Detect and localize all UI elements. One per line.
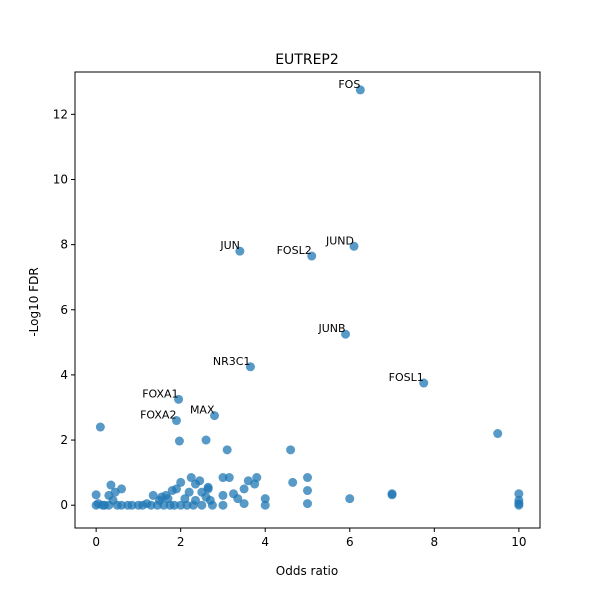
point-annotation: FOSL1 xyxy=(389,371,424,384)
data-point xyxy=(176,500,186,510)
data-point xyxy=(307,251,317,261)
data-point xyxy=(184,487,194,497)
point-annotation: FOSL2 xyxy=(277,244,312,257)
x-tick-label: 0 xyxy=(92,535,100,549)
data-point xyxy=(146,500,156,510)
data-point xyxy=(117,500,126,510)
point-annotation: JUND xyxy=(325,234,354,247)
point-annotation: FOXA2 xyxy=(140,409,176,422)
data-point xyxy=(260,494,270,504)
data-point xyxy=(148,490,158,500)
plot-area: 0 2 4 6 8 10 0 2 4 6 8 10 12 FOS JUN FOSL2 JUND JUNB NR3C1… xyxy=(53,78,527,549)
data-point xyxy=(171,416,181,426)
data-point xyxy=(117,484,126,494)
data-point xyxy=(201,435,211,445)
point-annotation: FOXA1 xyxy=(142,387,178,400)
data-point xyxy=(303,499,312,509)
data-point xyxy=(171,484,181,494)
data-point xyxy=(387,490,397,500)
data-point xyxy=(303,473,312,483)
data-point xyxy=(218,490,228,500)
data-point xyxy=(190,495,200,505)
data-point xyxy=(239,499,249,509)
data-point xyxy=(152,500,162,510)
data-point xyxy=(260,500,270,510)
data-point xyxy=(233,494,243,504)
data-point xyxy=(493,429,503,439)
point-annotation: NR3C1 xyxy=(213,355,251,368)
data-point xyxy=(95,422,105,432)
x-tick-label: 10 xyxy=(511,535,526,549)
data-point xyxy=(174,436,184,446)
data-point xyxy=(174,394,184,404)
data-point xyxy=(203,484,213,494)
data-point xyxy=(345,494,355,504)
y-tick-label: 6 xyxy=(60,303,68,317)
y-tick-label: 0 xyxy=(60,498,68,512)
data-point xyxy=(286,445,296,455)
data-point xyxy=(163,494,173,504)
y-tick-label: 4 xyxy=(60,368,68,382)
point-annotation: JUNB xyxy=(317,322,345,335)
data-point xyxy=(218,473,228,483)
y-tick-label: 10 xyxy=(53,172,68,186)
data-point xyxy=(104,500,114,510)
data-point xyxy=(127,500,137,510)
data-point xyxy=(97,500,107,510)
data-point xyxy=(210,411,219,421)
data-point xyxy=(186,473,196,483)
data-point xyxy=(169,500,179,510)
data-point xyxy=(245,362,255,372)
data-point xyxy=(207,500,217,510)
data-point xyxy=(235,246,245,256)
data-point xyxy=(419,378,429,388)
data-point xyxy=(514,500,524,510)
data-point xyxy=(303,486,312,496)
y-axis-label: -Log10 FDR xyxy=(27,267,41,336)
data-point xyxy=(195,476,205,486)
data-point xyxy=(197,500,207,510)
x-tick-label: 4 xyxy=(261,535,269,549)
x-tick-label: 2 xyxy=(177,535,185,549)
data-point xyxy=(341,329,351,339)
chart-title: EUTREP2 xyxy=(275,52,339,68)
data-point xyxy=(91,490,101,500)
data-point xyxy=(182,500,192,510)
data-point xyxy=(176,477,186,487)
data-point xyxy=(222,445,232,455)
point-annotation: MAX xyxy=(190,404,215,417)
data-point xyxy=(159,500,169,510)
data-point xyxy=(106,480,116,490)
y-tick-label: 12 xyxy=(53,107,68,121)
x-tick-label: 6 xyxy=(346,535,354,549)
data-point xyxy=(224,473,234,483)
point-annotation: JUN xyxy=(219,239,240,252)
x-tick-label: 8 xyxy=(430,535,438,549)
data-point xyxy=(252,473,262,483)
data-point xyxy=(514,489,524,499)
data-point xyxy=(349,241,359,251)
axes-frame xyxy=(74,71,541,529)
data-point xyxy=(288,477,298,487)
data-point xyxy=(355,85,365,95)
data-point xyxy=(218,500,228,510)
data-point xyxy=(138,500,148,510)
y-tick-label: 2 xyxy=(60,433,68,447)
data-point xyxy=(239,484,249,494)
y-tick-label: 8 xyxy=(60,238,68,252)
point-annotation: FOS xyxy=(338,78,360,91)
x-axis-label: Odds ratio xyxy=(276,564,338,578)
